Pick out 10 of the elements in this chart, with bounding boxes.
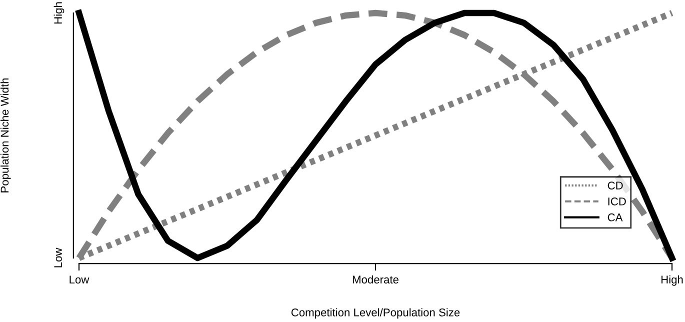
legend-label: CA xyxy=(608,213,623,222)
x-tick-label: Moderate xyxy=(352,275,398,284)
legend-label: ICD xyxy=(608,198,626,206)
text: Low xyxy=(54,248,62,268)
annotation: High xyxy=(54,2,64,24)
x-tick-label: Low xyxy=(70,276,90,284)
y-axis-title: Population Niche Width xyxy=(0,78,11,192)
x-tick-label: High xyxy=(661,275,683,286)
legend-label: CD xyxy=(608,182,623,190)
x-axis-title: Competition Level/Population Size xyxy=(291,308,460,319)
